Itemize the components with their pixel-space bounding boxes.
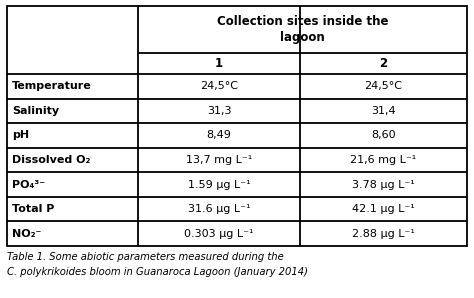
- Text: pH: pH: [12, 131, 29, 140]
- Text: Dissolved O₂: Dissolved O₂: [12, 155, 91, 165]
- Text: 31,3: 31,3: [207, 106, 231, 116]
- Text: Table 1. Some abiotic parameters measured during the: Table 1. Some abiotic parameters measure…: [7, 252, 284, 262]
- Text: C. polykrikoides bloom in Guanaroca Lagoon (January 2014): C. polykrikoides bloom in Guanaroca Lago…: [7, 267, 308, 277]
- Text: 0.303 μg L⁻¹: 0.303 μg L⁻¹: [184, 229, 254, 239]
- Text: 13,7 mg L⁻¹: 13,7 mg L⁻¹: [186, 155, 252, 165]
- Text: Temperature: Temperature: [12, 81, 92, 91]
- Text: 24,5°C: 24,5°C: [200, 81, 238, 91]
- Text: Total P: Total P: [12, 204, 55, 214]
- Text: 3.78 μg L⁻¹: 3.78 μg L⁻¹: [352, 180, 415, 190]
- Text: 31,4: 31,4: [371, 106, 396, 116]
- Text: 24,5°C: 24,5°C: [365, 81, 402, 91]
- Text: 21,6 mg L⁻¹: 21,6 mg L⁻¹: [350, 155, 417, 165]
- Text: 8,60: 8,60: [371, 131, 396, 140]
- Text: 8,49: 8,49: [207, 131, 231, 140]
- Text: 31.6 μg L⁻¹: 31.6 μg L⁻¹: [188, 204, 250, 214]
- Text: NO₂⁻: NO₂⁻: [12, 229, 41, 239]
- Text: 2: 2: [380, 57, 388, 70]
- Text: PO₄³⁻: PO₄³⁻: [12, 180, 45, 190]
- Text: 1.59 μg L⁻¹: 1.59 μg L⁻¹: [188, 180, 250, 190]
- Text: 1: 1: [215, 57, 223, 70]
- Text: Salinity: Salinity: [12, 106, 59, 116]
- Text: Collection sites inside the
lagoon: Collection sites inside the lagoon: [217, 15, 388, 44]
- Text: 42.1 μg L⁻¹: 42.1 μg L⁻¹: [352, 204, 415, 214]
- Text: 2.88 μg L⁻¹: 2.88 μg L⁻¹: [352, 229, 415, 239]
